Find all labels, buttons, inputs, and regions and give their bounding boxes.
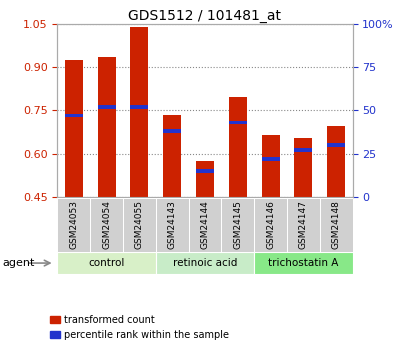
Bar xyxy=(57,252,155,274)
Text: GSM24055: GSM24055 xyxy=(135,200,144,249)
Text: GSM24053: GSM24053 xyxy=(69,200,78,249)
Bar xyxy=(326,143,344,147)
Text: control: control xyxy=(88,258,124,268)
Text: trichostatin A: trichostatin A xyxy=(267,258,338,268)
Bar xyxy=(286,198,319,252)
Bar xyxy=(326,126,344,197)
Bar xyxy=(65,60,83,197)
Bar xyxy=(221,198,254,252)
Bar xyxy=(163,115,181,197)
Bar xyxy=(254,252,352,274)
Text: retinoic acid: retinoic acid xyxy=(172,258,237,268)
Legend: transformed count, percentile rank within the sample: transformed count, percentile rank withi… xyxy=(50,315,228,340)
Text: GSM24054: GSM24054 xyxy=(102,200,111,249)
Bar xyxy=(163,129,181,133)
Bar xyxy=(130,105,148,109)
Bar xyxy=(155,252,254,274)
Bar xyxy=(90,198,123,252)
Bar xyxy=(261,157,279,160)
Bar xyxy=(261,135,279,197)
Text: GSM24148: GSM24148 xyxy=(331,200,340,249)
Bar xyxy=(228,121,246,124)
Bar xyxy=(228,98,246,197)
Text: agent: agent xyxy=(2,258,34,268)
Bar xyxy=(57,198,90,252)
Text: GSM24146: GSM24146 xyxy=(265,200,274,249)
Bar xyxy=(97,57,115,197)
Bar xyxy=(254,198,286,252)
Bar xyxy=(196,169,213,172)
Text: GSM24147: GSM24147 xyxy=(298,200,307,249)
Bar xyxy=(97,105,115,109)
Bar xyxy=(294,148,312,152)
Bar xyxy=(188,198,221,252)
Title: GDS1512 / 101481_at: GDS1512 / 101481_at xyxy=(128,9,281,23)
Bar xyxy=(294,138,312,197)
Bar xyxy=(319,198,352,252)
Text: GSM24144: GSM24144 xyxy=(200,200,209,249)
Bar xyxy=(130,27,148,197)
Bar xyxy=(196,161,213,197)
Bar xyxy=(123,198,155,252)
Text: GSM24143: GSM24143 xyxy=(167,200,176,249)
Bar xyxy=(65,114,83,117)
Bar xyxy=(155,198,188,252)
Text: GSM24145: GSM24145 xyxy=(233,200,242,249)
